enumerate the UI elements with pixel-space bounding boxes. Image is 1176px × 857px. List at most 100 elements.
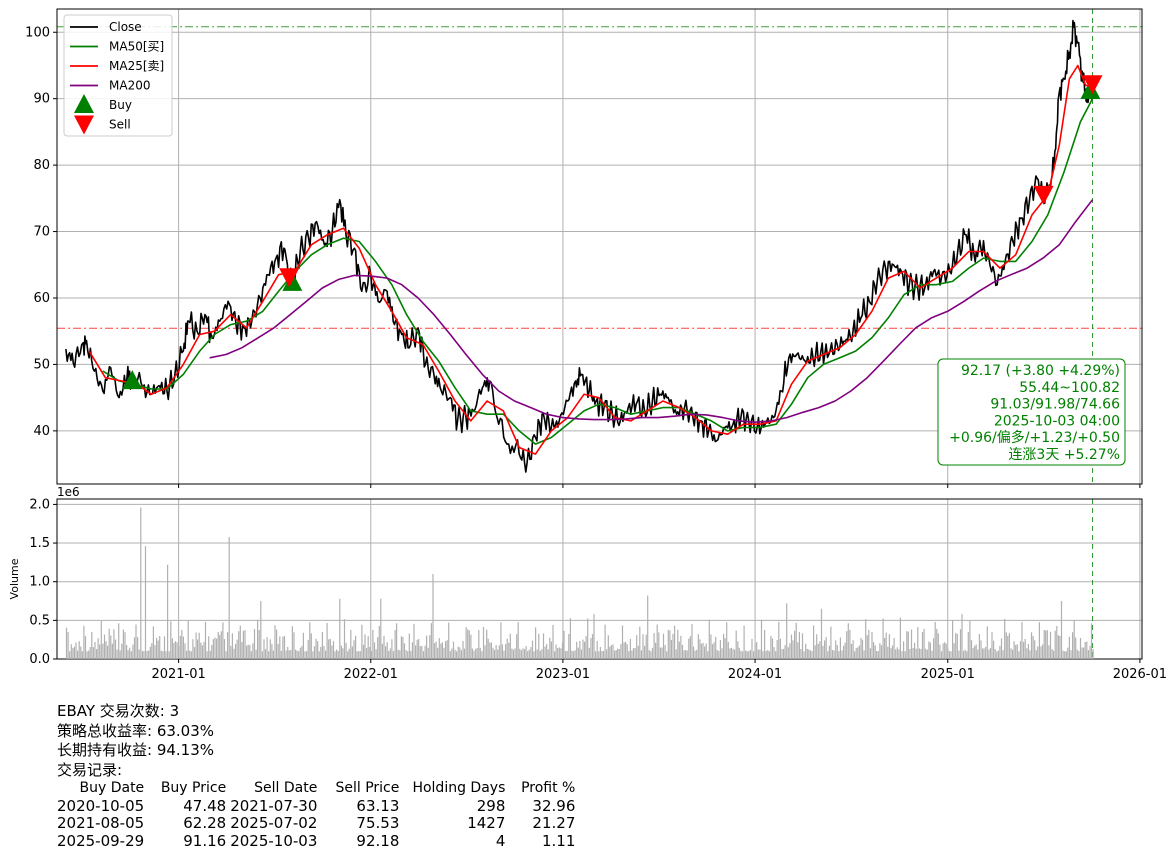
volume-bar: [506, 638, 508, 659]
volume-bar: [435, 641, 437, 659]
volume-bar: [530, 647, 532, 659]
volume-bar: [642, 634, 644, 659]
volume-axis-label: Volume: [8, 558, 21, 599]
volume-bar: [239, 625, 241, 659]
volume-bar: [130, 651, 132, 659]
volume-bar: [672, 633, 674, 659]
volume-bar: [190, 651, 192, 659]
volume-bar: [116, 649, 118, 659]
volume-bar: [707, 651, 709, 659]
volume-bar: [1045, 630, 1047, 659]
volume-bar: [980, 640, 982, 659]
volume-bar: [948, 651, 950, 659]
volume-bar: [1076, 649, 1078, 659]
volume-bar: [997, 650, 999, 659]
sell-date: 2025-07-02: [230, 814, 318, 832]
buy-date: 2020-10-05: [57, 796, 145, 815]
volume-bar: [879, 643, 881, 659]
volume-bar: [247, 644, 249, 659]
volume-bar: [325, 650, 327, 659]
volume-bar: [762, 651, 764, 659]
volume-bar: [271, 644, 273, 659]
legend-label: MA25[卖]: [109, 59, 164, 73]
volume-bar: [517, 622, 519, 659]
volume-bar: [700, 643, 702, 659]
volume-bar: [65, 627, 68, 659]
volume-bar: [241, 642, 243, 659]
sell-marker: [1033, 185, 1054, 205]
volume-bar: [307, 639, 309, 659]
records-label: 交易记录:: [57, 760, 123, 779]
volume-bar: [940, 651, 943, 659]
volume-bar: [1043, 630, 1045, 659]
volume-bar: [527, 651, 529, 659]
volume-bar: [699, 639, 701, 659]
volume-bar: [1046, 630, 1048, 659]
volume-bar: [697, 634, 699, 659]
volume-bar: [105, 641, 107, 659]
volume-bar: [157, 640, 159, 659]
volume-bar: [994, 649, 996, 659]
x-tick-label: 2022-01: [344, 667, 398, 682]
volume-bar: [768, 651, 770, 659]
volume-bar: [119, 650, 121, 659]
volume-bar: [1042, 644, 1044, 659]
volume-bar: [227, 632, 229, 659]
volume-bar: [102, 643, 104, 659]
volume-bar: [151, 643, 153, 659]
volume-bar: [850, 644, 853, 659]
x-tick-label: 2024-01: [728, 667, 782, 682]
volume-bar: [577, 647, 579, 659]
volume-bar: [258, 629, 260, 659]
volume-bar: [88, 650, 90, 659]
volume-bar: [315, 638, 317, 659]
volume-bar: [462, 640, 464, 659]
volume-bar: [975, 644, 977, 659]
volume-bar: [604, 624, 606, 659]
volume-bar: [486, 629, 488, 659]
volume-bar: [195, 632, 197, 659]
volume-bar: [730, 647, 732, 659]
volume-bar: [228, 536, 230, 659]
volume-bar: [844, 642, 846, 659]
volume-bar: [978, 634, 980, 659]
volume-bar: [999, 645, 1001, 659]
volume-bar: [167, 564, 169, 659]
volume-bar: [555, 644, 557, 659]
volume-bar: [329, 638, 331, 659]
volume-bar: [110, 635, 112, 659]
volume-bar: [381, 643, 383, 659]
volume-bar: [587, 618, 589, 659]
volume-bar: [187, 620, 189, 659]
volume-bar: [681, 644, 684, 659]
volume-bar: [505, 644, 507, 659]
volume-bar: [937, 633, 939, 659]
volume-bar: [238, 631, 240, 659]
volume-bar: [1068, 636, 1070, 659]
volume-bar: [651, 648, 654, 659]
volume-bar: [441, 642, 443, 659]
volume-bar: [78, 641, 80, 659]
volume-bar: [713, 642, 715, 659]
volume-bar: [702, 642, 704, 659]
volume-bar: [836, 645, 838, 659]
volume-bar: [484, 645, 486, 659]
volume-bar: [952, 620, 954, 659]
volume-bar: [479, 647, 481, 659]
volume-bar: [933, 638, 935, 659]
volume-bar: [454, 649, 456, 659]
volume-bar: [694, 650, 696, 659]
volume-bar: [628, 651, 630, 659]
volume-bar: [264, 649, 267, 659]
volume-bar: [590, 638, 592, 659]
volume-bar: [917, 627, 919, 659]
legend-box: [63, 14, 173, 137]
volume-bar: [906, 631, 908, 659]
volume-bar: [440, 643, 442, 659]
volume-bar: [841, 650, 843, 659]
table-row: 2025-09-29 91.16 2025-10-03 92.18 4 1.11: [57, 832, 575, 851]
volume-bar: [1092, 649, 1094, 659]
info-box-line: 55.44~100.82: [1019, 380, 1120, 396]
col-sell-date: Sell Date: [254, 780, 318, 796]
volume-bar: [920, 649, 922, 659]
